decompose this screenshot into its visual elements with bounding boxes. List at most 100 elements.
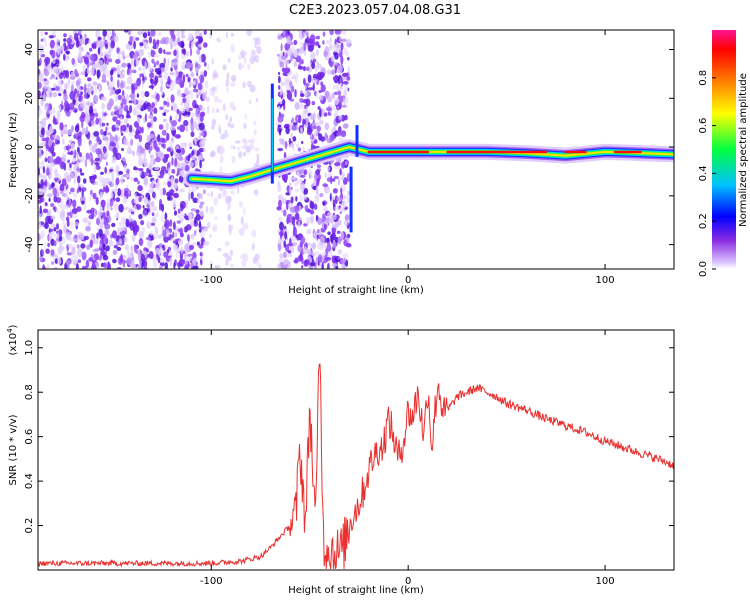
noise-speck bbox=[209, 206, 214, 214]
noise-speck bbox=[158, 141, 162, 146]
noise-speck bbox=[136, 103, 142, 110]
noise-speck bbox=[60, 71, 65, 75]
noise-speck bbox=[340, 42, 344, 51]
noise-speck bbox=[159, 39, 165, 45]
noise-speck bbox=[91, 66, 95, 72]
noise-speck bbox=[278, 111, 281, 117]
noise-speck bbox=[120, 116, 123, 124]
noise-speck bbox=[63, 38, 67, 42]
noise-speck bbox=[109, 198, 114, 207]
noise-speck bbox=[293, 39, 298, 46]
noise-speck bbox=[95, 165, 101, 170]
noise-speck bbox=[80, 91, 83, 95]
noise-speck bbox=[315, 49, 319, 56]
noise-speck bbox=[219, 126, 221, 135]
noise-speck bbox=[306, 249, 312, 255]
noise-speck bbox=[117, 88, 122, 94]
noise-speck bbox=[74, 124, 80, 133]
noise-speck bbox=[70, 142, 76, 152]
noise-speck bbox=[277, 105, 281, 112]
noise-speck bbox=[38, 124, 42, 130]
noise-speck bbox=[317, 217, 323, 225]
noise-speck bbox=[176, 30, 181, 37]
noise-speck bbox=[203, 147, 206, 153]
noise-speck bbox=[101, 102, 105, 110]
noise-speck bbox=[51, 52, 55, 59]
noise-speck bbox=[280, 55, 287, 61]
noise-speck bbox=[42, 174, 47, 181]
noise-speck bbox=[67, 264, 70, 269]
noise-speck bbox=[293, 61, 298, 67]
noise-speck bbox=[148, 251, 154, 259]
noise-speck bbox=[294, 102, 300, 110]
noise-speck bbox=[50, 202, 55, 208]
noise-speck bbox=[331, 178, 336, 182]
noise-speck bbox=[115, 165, 120, 174]
noise-speck bbox=[51, 182, 54, 189]
noise-speck bbox=[89, 53, 96, 62]
noise-speck bbox=[212, 89, 216, 97]
noise-speck bbox=[310, 142, 314, 151]
noise-speck bbox=[71, 246, 76, 256]
noise-speck bbox=[56, 59, 60, 65]
noise-speck bbox=[88, 265, 92, 269]
x-tick-label: -100 bbox=[200, 576, 223, 587]
noise-speck bbox=[117, 79, 120, 88]
noise-speck bbox=[108, 98, 114, 107]
noise-speck bbox=[199, 113, 204, 122]
noise-speck bbox=[249, 84, 256, 93]
noise-speck bbox=[169, 257, 173, 267]
noise-speck bbox=[190, 131, 195, 138]
noise-speck bbox=[190, 93, 194, 99]
noise-speck bbox=[165, 121, 169, 131]
noise-speck bbox=[199, 159, 202, 169]
noise-speck bbox=[286, 213, 293, 220]
noise-speck bbox=[209, 234, 212, 238]
noise-speck bbox=[58, 235, 63, 242]
noise-speck bbox=[179, 80, 185, 88]
noise-speck bbox=[143, 196, 149, 205]
noise-speck bbox=[200, 201, 205, 205]
noise-speck bbox=[334, 64, 337, 74]
noise-speck bbox=[155, 99, 158, 106]
noise-speck bbox=[53, 206, 57, 213]
noise-speck bbox=[76, 90, 80, 98]
noise-speck bbox=[113, 187, 119, 194]
noise-speck bbox=[121, 196, 128, 204]
noise-speck bbox=[148, 184, 153, 189]
noise-speck bbox=[256, 45, 262, 55]
noise-speck bbox=[284, 231, 287, 240]
noise-speck bbox=[76, 244, 80, 249]
noise-speck bbox=[90, 157, 94, 166]
noise-speck bbox=[131, 85, 136, 94]
noise-speck bbox=[282, 30, 286, 37]
noise-speck bbox=[89, 239, 93, 248]
noise-speck bbox=[323, 112, 328, 117]
noise-speck bbox=[343, 220, 349, 226]
noise-speck bbox=[180, 30, 185, 36]
noise-speck bbox=[339, 168, 342, 176]
y-tick-label: 1.0 bbox=[24, 340, 35, 356]
noise-speck bbox=[198, 228, 202, 233]
noise-speck bbox=[307, 87, 314, 91]
noise-speck bbox=[291, 117, 295, 122]
noise-speck bbox=[179, 258, 186, 265]
noise-speck bbox=[139, 42, 144, 47]
noise-speck bbox=[82, 217, 89, 224]
noise-speck bbox=[312, 58, 317, 63]
noise-speck bbox=[173, 70, 179, 78]
noise-speck bbox=[256, 153, 260, 161]
noise-speck bbox=[278, 258, 285, 263]
snr-y-label: SNR (10 * v/v) bbox=[8, 414, 19, 485]
noise-speck bbox=[222, 64, 227, 71]
noise-speck bbox=[213, 96, 219, 103]
noise-speck bbox=[238, 62, 242, 71]
noise-speck bbox=[126, 76, 133, 85]
noise-speck bbox=[84, 56, 89, 65]
noise-speck bbox=[344, 214, 350, 222]
noise-speck bbox=[200, 53, 206, 63]
noise-speck bbox=[299, 98, 304, 103]
noise-speck bbox=[187, 212, 193, 221]
noise-speck bbox=[38, 151, 43, 159]
noise-speck bbox=[146, 122, 152, 128]
